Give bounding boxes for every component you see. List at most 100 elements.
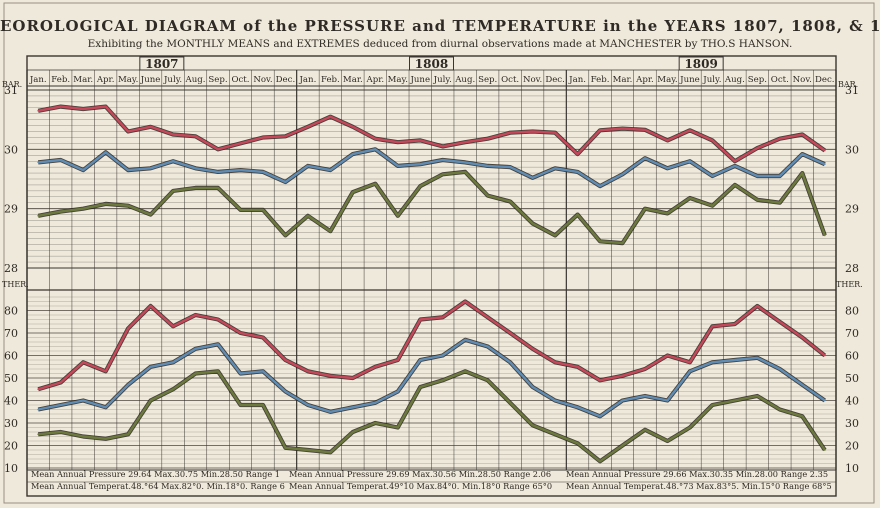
temperature-min-point bbox=[486, 379, 489, 382]
year-label: 1809 bbox=[684, 57, 717, 71]
temperature-max-point bbox=[374, 365, 377, 368]
pressure-min-point bbox=[666, 212, 669, 215]
month-label: Nov. bbox=[793, 75, 812, 85]
month-label: July. bbox=[433, 75, 452, 85]
temperature-mean-point bbox=[441, 354, 444, 357]
temperature-min-point bbox=[149, 399, 152, 402]
pressure-max-point bbox=[284, 135, 287, 138]
summary-1808: Mean Annual Pressure 29.69 Max.30.56 Min… bbox=[289, 469, 552, 491]
pressure-min-point bbox=[419, 185, 422, 188]
pressure-mean-point bbox=[509, 166, 512, 169]
temperature-min-point bbox=[599, 460, 601, 463]
temperature-mean-point bbox=[396, 390, 399, 393]
temperature-mean-point bbox=[644, 395, 646, 397]
pressure-max-point bbox=[599, 129, 601, 132]
pressure-max-point bbox=[59, 105, 62, 108]
pressure-mean-point bbox=[486, 165, 489, 167]
pressure-min-point bbox=[194, 187, 197, 189]
month-label: June bbox=[409, 75, 430, 85]
temperature-mean-point bbox=[666, 399, 669, 402]
labels: Jan. Feb. Mar. Apr. May. June July. Aug. Sep. Oct… bbox=[2, 56, 863, 475]
temperature-mean-point bbox=[307, 404, 309, 406]
pressure-mean-point bbox=[59, 159, 62, 161]
temperature-min-point bbox=[711, 404, 714, 406]
temperature-mean-point bbox=[486, 345, 489, 348]
temperature-mean-point bbox=[149, 365, 152, 368]
month-label: Aug. bbox=[454, 75, 475, 85]
pressure-min-point bbox=[217, 187, 219, 189]
pressure-max-point bbox=[127, 130, 130, 133]
pressure-min-point bbox=[823, 234, 826, 237]
temperature-mean-point bbox=[823, 399, 826, 402]
year-box bbox=[678, 56, 724, 71]
temperature-max-line bbox=[37, 300, 826, 391]
pressure-mean-point bbox=[37, 161, 40, 164]
pressure-max-point bbox=[823, 149, 826, 152]
month-label: July. bbox=[163, 75, 182, 85]
temperature-axis-label-left: THER. bbox=[2, 280, 29, 289]
month-label: Sep. bbox=[748, 75, 767, 85]
temperature-tick-left: 50 bbox=[4, 372, 18, 385]
temperature-max-point bbox=[262, 336, 264, 339]
pressure-min-line bbox=[37, 170, 826, 245]
temperature-min-point bbox=[239, 404, 242, 406]
temperature-mean-point bbox=[127, 383, 130, 386]
temperature-mean-point bbox=[621, 399, 624, 402]
temperature-tick-right: 30 bbox=[845, 417, 859, 430]
pressure-min-point bbox=[127, 204, 130, 207]
month-label: Dec. bbox=[276, 75, 296, 85]
temperature-min-point bbox=[262, 404, 264, 406]
temperature-max-point bbox=[441, 316, 444, 319]
pressure-mean-point bbox=[217, 170, 219, 173]
temperature-max-point bbox=[644, 368, 646, 370]
month-label: Aug. bbox=[185, 75, 206, 85]
month-label: Jan. bbox=[29, 75, 47, 85]
temperature-tick-left: 80 bbox=[4, 305, 18, 318]
month-label: Aug. bbox=[724, 75, 745, 85]
temperature-mean-point bbox=[37, 408, 40, 411]
temperature-tick-right: 80 bbox=[845, 305, 859, 318]
pressure-mean-point bbox=[329, 169, 332, 172]
pressure-mean-point bbox=[104, 151, 107, 154]
pressure-max-point bbox=[576, 153, 579, 155]
temperature-min-point bbox=[621, 444, 624, 447]
pressure-min-point bbox=[329, 230, 332, 233]
pressure-mean-point bbox=[262, 170, 264, 173]
temperature-min-point bbox=[127, 433, 130, 436]
temperature-min-point bbox=[374, 422, 377, 424]
temperature-mean-point bbox=[284, 390, 287, 393]
pressure-mean-point bbox=[351, 153, 354, 155]
temperature-min-point bbox=[756, 395, 759, 397]
temperature-min-point bbox=[37, 433, 40, 436]
temperature-tick-left: 60 bbox=[4, 350, 18, 363]
year-label: 1807 bbox=[145, 57, 178, 71]
temperature-min-point bbox=[217, 370, 219, 373]
pressure-max-point bbox=[374, 137, 377, 140]
pressure-max-point bbox=[554, 131, 556, 134]
pressure-mean-point bbox=[239, 169, 242, 172]
pressure-min-point bbox=[172, 189, 174, 192]
pressure-max-point bbox=[689, 129, 691, 132]
temperature-max-point bbox=[127, 327, 130, 330]
temperature-max-point bbox=[149, 305, 152, 307]
temperature-max-point bbox=[351, 377, 354, 379]
pressure-max-point bbox=[531, 130, 534, 133]
temperature-max-point bbox=[104, 370, 107, 373]
temperature-min-point bbox=[59, 431, 62, 433]
summary-1808-pressure: Mean Annual Pressure 29.69 Max.30.56 Min… bbox=[289, 469, 551, 479]
temperature-mean-point bbox=[82, 399, 85, 402]
temperature-mean-point bbox=[778, 368, 781, 370]
temperature-min-point bbox=[351, 431, 354, 433]
temperature-mean-point bbox=[733, 359, 736, 361]
pressure-mean-point bbox=[82, 169, 85, 172]
pressure-max-point bbox=[217, 148, 219, 151]
month-label: Oct. bbox=[771, 75, 789, 85]
pressure-max-point bbox=[711, 139, 714, 142]
temperature-min-point bbox=[419, 386, 422, 388]
temperature-mean-line bbox=[37, 338, 826, 418]
pressure-mean-point bbox=[621, 173, 624, 176]
temperature-max-point bbox=[284, 359, 287, 361]
pressure-min-point bbox=[284, 234, 287, 237]
month-label: Mar. bbox=[613, 75, 633, 85]
